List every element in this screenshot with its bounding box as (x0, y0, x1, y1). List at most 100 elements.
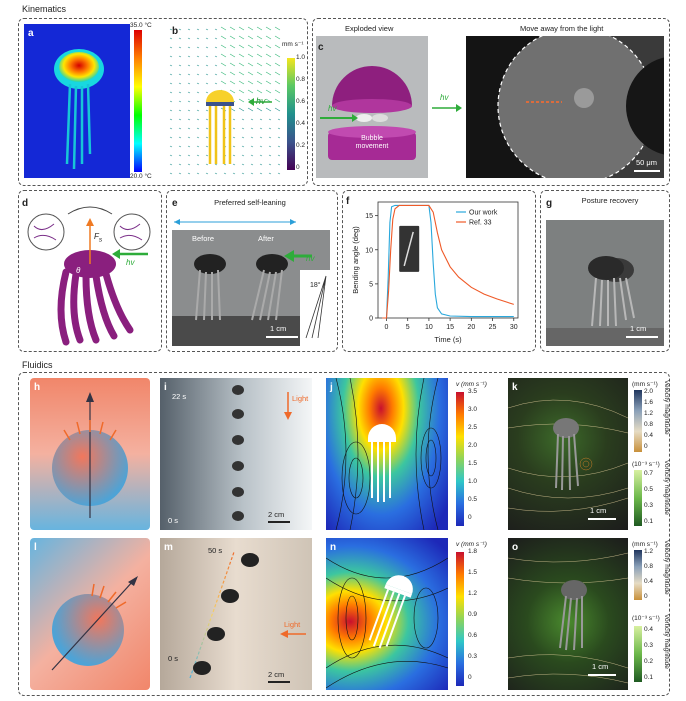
flow-vector (169, 109, 173, 112)
panel-h-sphere: h (30, 378, 150, 530)
tick: 1.5 (468, 569, 478, 576)
flow-vector (169, 46, 173, 49)
flow-vector (232, 145, 236, 148)
panel-n-letter: n (330, 542, 337, 553)
tick: 3.5 (468, 388, 478, 395)
flow-vector (256, 26, 263, 31)
flow-vector (178, 91, 182, 94)
flow-vector (268, 163, 272, 166)
flow-vector (238, 107, 245, 112)
flow-vector (187, 118, 191, 121)
flow-vector (187, 55, 191, 58)
flow-vector (178, 28, 182, 31)
tick: 0.6 (296, 98, 306, 105)
flow-vector (187, 136, 191, 139)
tick: 0.4 (644, 626, 654, 633)
panel-d-schematic: d Fs θ hv (20, 194, 158, 348)
panel-b-unit: mm s⁻¹ (282, 41, 304, 48)
tick: 3.0 (468, 406, 478, 413)
tick: 0.2 (296, 142, 306, 149)
flow-vector (169, 91, 173, 94)
fluidics-frame (18, 372, 670, 696)
flow-vector (214, 82, 218, 85)
panel-i-light: Light (292, 394, 309, 403)
flow-vector (229, 26, 236, 31)
flow-vector (187, 28, 191, 31)
panel-k-vort-unit: (10⁻³ s⁻¹) (632, 461, 660, 468)
flow-vector (178, 46, 182, 49)
panel-m-t-bottom: 0 s (168, 654, 179, 663)
flow-vector (214, 64, 218, 67)
flow-vector (196, 172, 200, 175)
panel-m-scale-bar (268, 681, 290, 683)
flow-vector (214, 37, 218, 40)
flow-vector (277, 163, 281, 166)
panel-c-hv-left: hv (328, 104, 337, 113)
panel-g-scale-bar (626, 336, 658, 338)
flow-vector (265, 35, 272, 40)
tick: 0.1 (644, 518, 654, 525)
flow-vector (241, 118, 245, 121)
x-tick-label: 15 (446, 324, 454, 331)
panel-f-frame (342, 190, 536, 352)
flow-vector (256, 62, 263, 67)
flow-vector (265, 26, 272, 31)
panel-j-flow-field: j (326, 378, 448, 530)
panel-e-hv: hv (306, 254, 315, 263)
flow-vector (196, 163, 200, 166)
flow-vector (232, 154, 236, 157)
flow-vector (259, 127, 263, 130)
flow-vector (232, 163, 236, 166)
panel-i-photo: i 22 s 0 s Light 2 cm (160, 378, 312, 530)
flow-vector (274, 53, 281, 58)
flow-vector (223, 163, 227, 166)
tick: 1.2 (644, 548, 654, 555)
flow-vector (274, 35, 281, 40)
flow-vector (277, 145, 281, 148)
flow-vector (187, 91, 191, 94)
flow-vector (178, 73, 182, 76)
flow-vector (214, 46, 218, 49)
panel-c-scale-bar (634, 170, 660, 172)
flow-vector (229, 62, 236, 67)
flow-vector (214, 73, 218, 76)
vel-label-text: Velocity magnitude (663, 540, 670, 595)
flow-vector (268, 145, 272, 148)
flow-vector (256, 80, 263, 85)
tick: 1.0 (468, 478, 478, 485)
flow-vector (265, 89, 272, 94)
panel-i-scale-bar (268, 521, 290, 523)
panel-e-bracket (174, 219, 296, 225)
flow-vector (178, 109, 182, 112)
panel-o-flow-overlay: o 1 cm (508, 538, 628, 690)
flow-vector (196, 64, 200, 67)
flow-vector (169, 136, 173, 139)
vort-label-text: Vorticity magnitude (663, 614, 670, 669)
panel-b-vector-field: b hv (168, 24, 282, 178)
y-tick-label: 0 (369, 316, 373, 323)
tick: 0 (296, 164, 300, 171)
panel-m-letter: m (164, 542, 173, 553)
flow-vector (265, 71, 272, 76)
flow-vector (178, 136, 182, 139)
flow-vector (265, 53, 272, 58)
jellyfish-robot (206, 90, 272, 164)
flow-vector (205, 37, 209, 40)
tick: 0.4 (644, 578, 654, 585)
flow-vector (274, 98, 281, 103)
flow-vector (169, 100, 173, 103)
panel-e-letter: e (172, 198, 178, 209)
panel-g-frame (540, 190, 670, 352)
flow-vector (205, 73, 209, 76)
tick: 1.6 (644, 399, 654, 406)
flow-vector (250, 172, 254, 175)
flow-vector (220, 62, 227, 67)
tick: 0.5 (468, 496, 478, 503)
flow-vector (241, 172, 245, 175)
flow-vector (187, 154, 191, 157)
series-line-our-work (382, 204, 514, 319)
panel-o-vort-label: Vorticity magnitude (662, 614, 670, 686)
flow-vector (187, 172, 191, 175)
flow-vector (205, 64, 209, 67)
flow-vector (259, 136, 263, 139)
